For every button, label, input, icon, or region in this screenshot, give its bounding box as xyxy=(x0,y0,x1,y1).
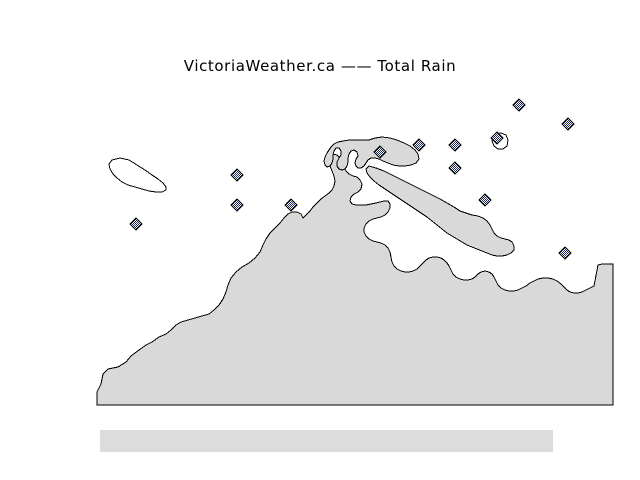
station-marker[interactable] xyxy=(448,138,462,152)
station-marker[interactable] xyxy=(561,117,575,131)
station-marker[interactable] xyxy=(558,246,572,260)
marker-group[interactable] xyxy=(129,98,575,260)
station-marker[interactable] xyxy=(490,131,504,145)
station-marker[interactable] xyxy=(478,193,492,207)
station-marker[interactable] xyxy=(448,161,462,175)
station-marker[interactable] xyxy=(373,145,387,159)
station-marker[interactable] xyxy=(512,98,526,112)
land-group xyxy=(96,132,614,406)
station-marker[interactable] xyxy=(284,198,298,212)
legend-bar xyxy=(100,430,553,452)
station-marker[interactable] xyxy=(412,138,426,152)
peninsula-north-fingers xyxy=(323,136,420,171)
island-northwest-outline xyxy=(108,157,167,193)
station-marker[interactable] xyxy=(129,217,143,231)
station-marker[interactable] xyxy=(230,198,244,212)
page-title: VictoriaWeather.ca —— Total Rain xyxy=(183,57,457,75)
station-marker[interactable] xyxy=(230,168,244,182)
mainland-southwest xyxy=(96,153,614,406)
island-chain-east xyxy=(365,165,515,257)
